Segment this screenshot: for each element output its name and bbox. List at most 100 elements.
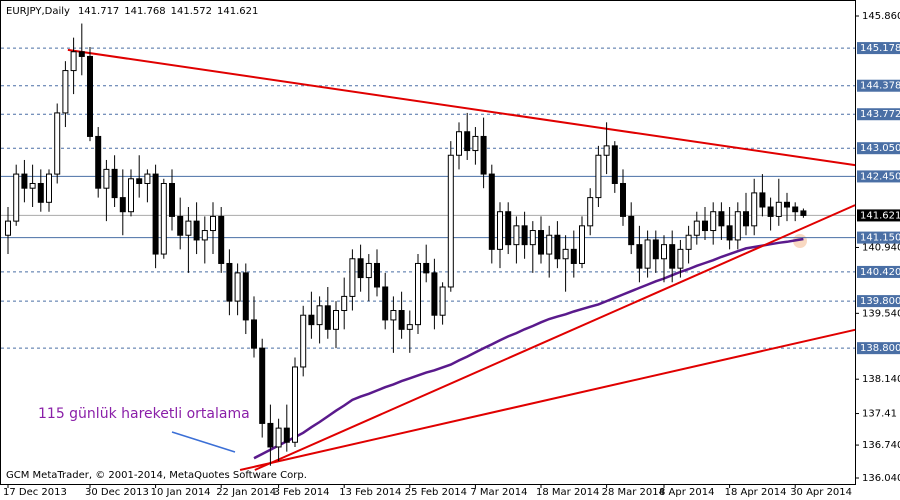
candle-body (480, 135, 487, 175)
candle-body (661, 244, 667, 260)
level-label: 145.178 (860, 43, 900, 54)
level-label: 138.800 (860, 343, 900, 354)
candle-body (505, 211, 512, 246)
candle-body (734, 211, 741, 241)
current-price-box (857, 209, 900, 222)
candle-body (488, 173, 495, 250)
candle-body (759, 192, 766, 208)
candle-body (439, 286, 446, 316)
candle-body (185, 220, 192, 236)
level-label-box (857, 79, 900, 92)
x-tick-label: 30 Apr 2014 (790, 487, 852, 498)
candle-body (497, 211, 503, 250)
level-label: 140.420 (860, 267, 900, 278)
symbol: EURJPY,Daily (6, 6, 70, 17)
level-label: 143.050 (860, 143, 900, 154)
candle-body (669, 244, 676, 269)
candle-body (70, 51, 77, 72)
y-tick-label: 139.540 (862, 308, 900, 319)
x-tick-label: 8 Apr 2014 (659, 487, 714, 498)
candle-body (357, 258, 364, 279)
level-label-box (857, 295, 900, 308)
candle-body (390, 310, 397, 321)
candle-body (423, 262, 430, 274)
candle-body (472, 135, 479, 152)
candle-body (226, 262, 233, 302)
header-high: 141.768 (124, 6, 165, 17)
y-tick-label: 137.41 (862, 409, 897, 420)
candle-body (718, 211, 725, 227)
header-close: 141.621 (217, 6, 258, 17)
candle-body (710, 211, 717, 232)
chart-header: EURJPY,Daily 141.717 141.768 141.572 141.621 (6, 6, 258, 17)
level-label-box (857, 231, 900, 244)
candle-body (587, 197, 594, 227)
x-tick-label: 18 Mar 2014 (536, 487, 599, 498)
header-low: 141.572 (171, 6, 212, 17)
x-tick-label: 30 Dec 2013 (85, 487, 149, 498)
level-label: 144.378 (860, 81, 900, 92)
candle-body (21, 173, 28, 189)
level-label-box (857, 170, 900, 183)
level-label: 143.772 (860, 109, 900, 120)
level-label: 142.450 (860, 171, 900, 182)
candle-body (54, 112, 61, 175)
candle-body (267, 422, 274, 448)
candle-body (415, 262, 421, 326)
candle-body (603, 145, 610, 156)
candle-body (275, 427, 282, 448)
candle-body (316, 305, 323, 326)
candle-body (177, 215, 184, 236)
header-open: 141.717 (78, 6, 119, 17)
level-label: 139.800 (860, 296, 900, 307)
trendline (254, 204, 856, 471)
candle-body (218, 215, 225, 264)
x-tick-label: 17 Dec 2013 (3, 487, 67, 498)
candle-body (160, 182, 167, 255)
candle-body (324, 305, 331, 330)
candle-body (767, 206, 774, 217)
candle-body (726, 225, 733, 241)
candle-body (447, 154, 454, 288)
candle-body (128, 178, 134, 213)
x-tick-label: 22 Jan 2014 (216, 487, 276, 498)
candle-body (87, 55, 93, 137)
x-tick-label: 18 Apr 2014 (725, 487, 787, 498)
candle-body (693, 220, 700, 236)
candle-body (234, 272, 241, 302)
candle-body (628, 215, 635, 246)
x-tick-label: 3 Feb 2014 (274, 487, 330, 498)
candle-body (152, 173, 159, 255)
candle-body (784, 201, 790, 208)
x-tick-label: 28 Mar 2014 (602, 487, 665, 498)
current-price-label: 141.621 (860, 210, 900, 221)
candle-body (144, 173, 151, 184)
candle-body (333, 310, 339, 330)
x-tick-label: 25 Feb 2014 (405, 487, 467, 498)
candle-body (554, 234, 561, 260)
annotation: 115 günlük hareketli ortalama (38, 406, 250, 422)
x-tick-label: 13 Feb 2014 (339, 487, 401, 498)
candle-body (611, 145, 618, 184)
candle-body (349, 258, 356, 297)
candle-body (210, 215, 216, 232)
candle-body (62, 70, 69, 114)
trendline (239, 328, 856, 471)
candle-body (193, 220, 200, 241)
candle-body (513, 225, 520, 246)
candle-body (111, 168, 118, 199)
candle-body (579, 225, 585, 264)
candle-body (529, 230, 536, 246)
footer: GCM MetaTrader, © 2001-2014, MetaQuotes … (6, 470, 307, 481)
candle-body (562, 248, 569, 260)
candle-body (382, 286, 389, 321)
candle-body (308, 314, 315, 326)
y-tick-label: 136.740 (862, 440, 900, 451)
candle-body (644, 239, 651, 269)
candle-body (652, 239, 659, 260)
candle-body (169, 182, 175, 217)
level-label-box (857, 108, 900, 121)
candle-body (341, 295, 348, 312)
candle-body (119, 197, 126, 213)
